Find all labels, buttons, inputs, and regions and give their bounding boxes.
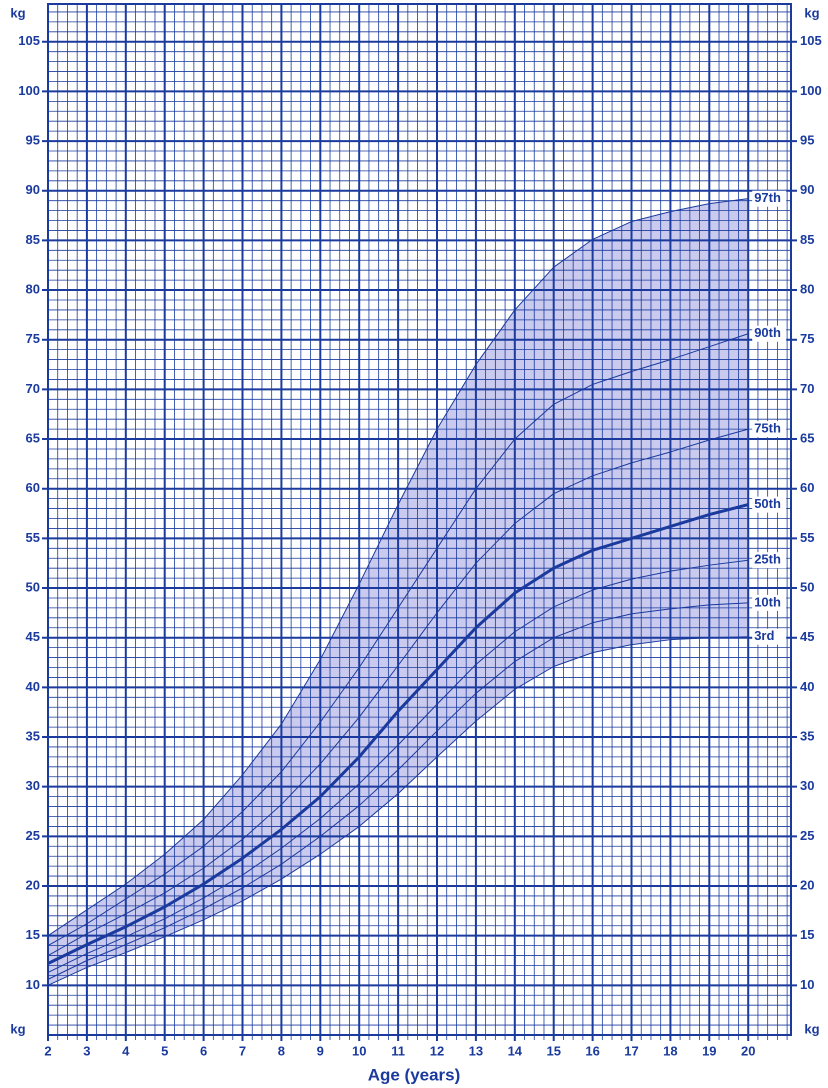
x-tick-label: 19 — [702, 1043, 716, 1058]
y-tick-label: 60 — [26, 480, 40, 495]
label-background — [752, 496, 787, 513]
label-background — [752, 594, 787, 611]
y-tick-label: 30 — [800, 778, 814, 793]
x-tick-label: 18 — [663, 1043, 677, 1058]
series-label: 50th — [754, 496, 781, 511]
percentile-line — [47, 602, 749, 980]
label-background — [752, 190, 787, 207]
x-axis-label: Age (years) — [368, 1065, 461, 1084]
y-tick-label: 55 — [800, 530, 814, 545]
y-unit: kg — [10, 1021, 25, 1036]
y-unit: kg — [10, 5, 25, 20]
y-tick-label: 15 — [26, 927, 40, 942]
y-tick-label: 10 — [800, 977, 814, 992]
label-background — [752, 552, 787, 569]
x-tick-label: 6 — [200, 1043, 207, 1058]
y-tick-label: 45 — [26, 629, 40, 644]
y-tick-label: 105 — [800, 33, 822, 48]
percentile-line — [47, 559, 749, 973]
y-tick-label: 65 — [800, 430, 814, 445]
y-tick-label: 100 — [18, 83, 40, 98]
y-tick-label: 60 — [800, 480, 814, 495]
y-unit: kg — [804, 1021, 819, 1036]
x-tick-label: 5 — [161, 1043, 168, 1058]
label-background — [752, 325, 787, 342]
x-tick-label: 14 — [508, 1043, 523, 1058]
x-tick-label: 8 — [278, 1043, 285, 1058]
y-tick-label: 75 — [26, 331, 40, 346]
x-tick-label: 12 — [430, 1043, 444, 1058]
y-tick-label: 35 — [800, 728, 814, 743]
x-tick-label: 11 — [391, 1043, 405, 1058]
series-label: 97th — [754, 190, 781, 205]
y-tick-label: 95 — [26, 133, 40, 148]
series-label: 25th — [754, 552, 781, 567]
y-tick-label: 45 — [800, 629, 814, 644]
x-tick-label: 17 — [624, 1043, 638, 1058]
percentile-line — [47, 428, 749, 956]
y-tick-label: 90 — [800, 182, 814, 197]
y-tick-label: 65 — [26, 430, 40, 445]
y-tick-label: 20 — [800, 877, 814, 892]
y-tick-label: 100 — [800, 83, 822, 98]
percentile-line — [47, 198, 749, 937]
x-tick-label: 7 — [239, 1043, 246, 1058]
x-tick-label: 16 — [585, 1043, 599, 1058]
y-tick-label: 95 — [800, 133, 814, 148]
y-tick-label: 50 — [26, 579, 40, 594]
y-tick-label: 40 — [800, 679, 814, 694]
label-background — [752, 421, 787, 438]
series-label: 90th — [754, 325, 781, 340]
y-tick-label: 90 — [26, 182, 40, 197]
y-tick-label: 35 — [26, 728, 40, 743]
y-tick-label: 20 — [26, 877, 40, 892]
y-tick-label: 15 — [800, 927, 814, 942]
x-tick-label: 4 — [122, 1043, 130, 1058]
series-label: 75th — [754, 421, 781, 436]
y-tick-label: 85 — [800, 232, 814, 247]
x-tick-label: 3 — [83, 1043, 90, 1058]
x-tick-label: 2 — [44, 1043, 51, 1058]
x-tick-label: 9 — [317, 1043, 324, 1058]
y-tick-label: 80 — [800, 281, 814, 296]
y-tick-label: 40 — [26, 679, 40, 694]
series-label: 10th — [754, 594, 781, 609]
y-tick-label: 30 — [26, 778, 40, 793]
y-unit: kg — [804, 5, 819, 20]
y-tick-label: 10 — [26, 977, 40, 992]
percentile-line — [47, 333, 749, 947]
series-label: 3rd — [754, 628, 774, 643]
percentile-line — [47, 503, 749, 965]
x-tick-label: 20 — [741, 1043, 755, 1058]
y-tick-label: 25 — [800, 828, 814, 843]
y-tick-label: 80 — [26, 281, 40, 296]
y-tick-label: 75 — [800, 331, 814, 346]
label-background — [752, 628, 787, 645]
percentile-line — [47, 636, 749, 986]
y-tick-label: 70 — [800, 381, 814, 396]
y-tick-label: 85 — [26, 232, 40, 247]
y-tick-label: 25 — [26, 828, 40, 843]
x-tick-label: 15 — [546, 1043, 560, 1058]
y-tick-label: 55 — [26, 530, 40, 545]
y-tick-label: 105 — [18, 33, 40, 48]
x-tick-label: 13 — [469, 1043, 483, 1058]
y-tick-label: 50 — [800, 579, 814, 594]
x-tick-label: 10 — [352, 1043, 366, 1058]
y-tick-label: 70 — [26, 381, 40, 396]
